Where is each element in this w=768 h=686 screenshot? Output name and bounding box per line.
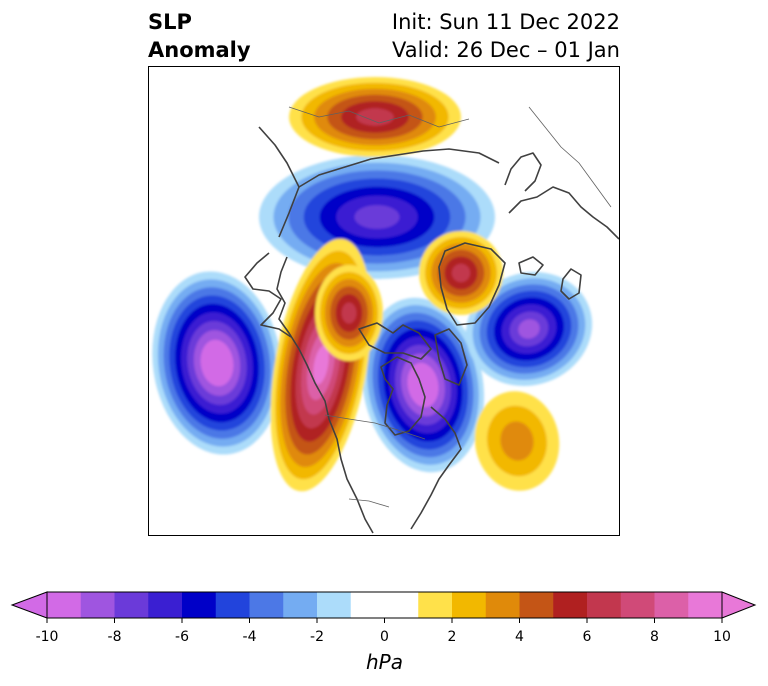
slp-anomaly-map xyxy=(152,77,619,534)
siberia-high-contour xyxy=(356,108,394,126)
colorbar-cell xyxy=(80,592,115,618)
colorbar-cell xyxy=(47,592,82,618)
coastlines xyxy=(244,126,619,534)
colorbar-over-extension xyxy=(721,591,757,619)
siberia-high xyxy=(289,77,461,157)
coastline-baffin xyxy=(434,328,468,386)
coastline-british-isles xyxy=(560,268,582,300)
country-borders xyxy=(288,106,612,508)
colorbar-tick-label: 2 xyxy=(448,629,457,645)
colorbar-tick-label: -6 xyxy=(175,629,189,645)
colorbar-ticks: -10 -8 -6 -4 -2 0 2 4 6 8 10 xyxy=(36,618,731,645)
central-atlantic-high-contour xyxy=(500,421,534,461)
colorbar-cell xyxy=(350,592,419,618)
central-atlantic-high xyxy=(474,391,560,491)
colorbar-cell xyxy=(553,592,588,618)
colorbar-cell xyxy=(485,592,520,618)
borders-europe xyxy=(528,106,612,208)
coastline-east-asia xyxy=(258,126,300,238)
colorbar-cell xyxy=(620,592,655,618)
colorbar-tick-label: -8 xyxy=(108,629,122,645)
north-atlantic-low xyxy=(465,272,593,386)
colorbar-under-extension xyxy=(10,591,48,619)
title-variable: SLP xyxy=(148,10,192,34)
colorbar-cell xyxy=(215,592,250,618)
greenland-high-contour xyxy=(451,263,471,283)
map-panel xyxy=(148,66,620,536)
coastline-arctic-islands xyxy=(358,322,432,360)
anomaly-contours xyxy=(152,77,593,492)
coastline-scandinavia xyxy=(504,152,542,192)
colorbar-unit-label: hPa xyxy=(366,650,403,674)
colorbar-tick-label: 10 xyxy=(713,629,731,645)
colorbar-tick-label: -10 xyxy=(36,629,59,645)
north-atlantic-low-contour xyxy=(518,319,540,339)
north-pacific-low-contour xyxy=(207,350,227,376)
eurasian-arctic-low-contour xyxy=(354,205,400,229)
colorbar-cell xyxy=(317,592,352,618)
colorbar-cell xyxy=(148,592,183,618)
colorbar-tick-label: 4 xyxy=(515,629,524,645)
colorbar-cell xyxy=(452,592,487,618)
alaska-high xyxy=(315,265,383,361)
coastline-alaska xyxy=(244,252,292,338)
colorbar-cell xyxy=(519,592,554,618)
colorbar-tick-label: 8 xyxy=(650,629,659,645)
border-us-mexico xyxy=(348,498,390,508)
colorbar-cell xyxy=(182,592,217,618)
alaska-high-contour xyxy=(341,302,357,324)
colorbar-cell xyxy=(249,592,284,618)
colorbar-cell xyxy=(587,592,622,618)
colorbar-tick-label: -4 xyxy=(243,629,257,645)
coastline-europe xyxy=(508,186,619,240)
colorbar-cell xyxy=(283,592,318,618)
map-title: SLP Anomaly xyxy=(148,8,251,64)
title-variable-type: Anomaly xyxy=(148,38,251,62)
colorbar-tick-label: -2 xyxy=(310,629,324,645)
colorbar-tick-label: 6 xyxy=(583,629,592,645)
borders-asia xyxy=(288,106,470,128)
colorbar-cell xyxy=(654,592,689,618)
coastline-iceland xyxy=(518,256,544,276)
colorbar: -10 -8 -6 -4 -2 0 2 4 6 8 10 hPa xyxy=(10,591,757,674)
border-us-canada xyxy=(324,414,426,440)
colorbar-tick-label: 0 xyxy=(380,629,389,645)
coastline-north-america-east xyxy=(410,406,462,530)
map-dates: Init: Sun 11 Dec 2022 Valid: 26 Dec – 01… xyxy=(392,8,620,64)
north-pacific-low xyxy=(152,271,282,455)
colorbar-cell xyxy=(418,592,453,618)
greenland-high xyxy=(419,231,503,315)
colorbar-cell xyxy=(114,592,149,618)
init-date: Init: Sun 11 Dec 2022 xyxy=(391,10,620,34)
western-north-america-high-contour xyxy=(313,345,329,385)
colorbar-cell xyxy=(688,592,723,618)
coastline-hudson-bay xyxy=(380,356,426,436)
hudson-bay-low xyxy=(361,297,485,473)
valid-range: Valid: 26 Dec – 01 Jan xyxy=(391,38,620,62)
colorbar-cells xyxy=(47,592,723,618)
coastline-north-america-west xyxy=(276,256,374,534)
coastline-siberia xyxy=(298,148,500,188)
coastline-greenland xyxy=(438,242,506,326)
